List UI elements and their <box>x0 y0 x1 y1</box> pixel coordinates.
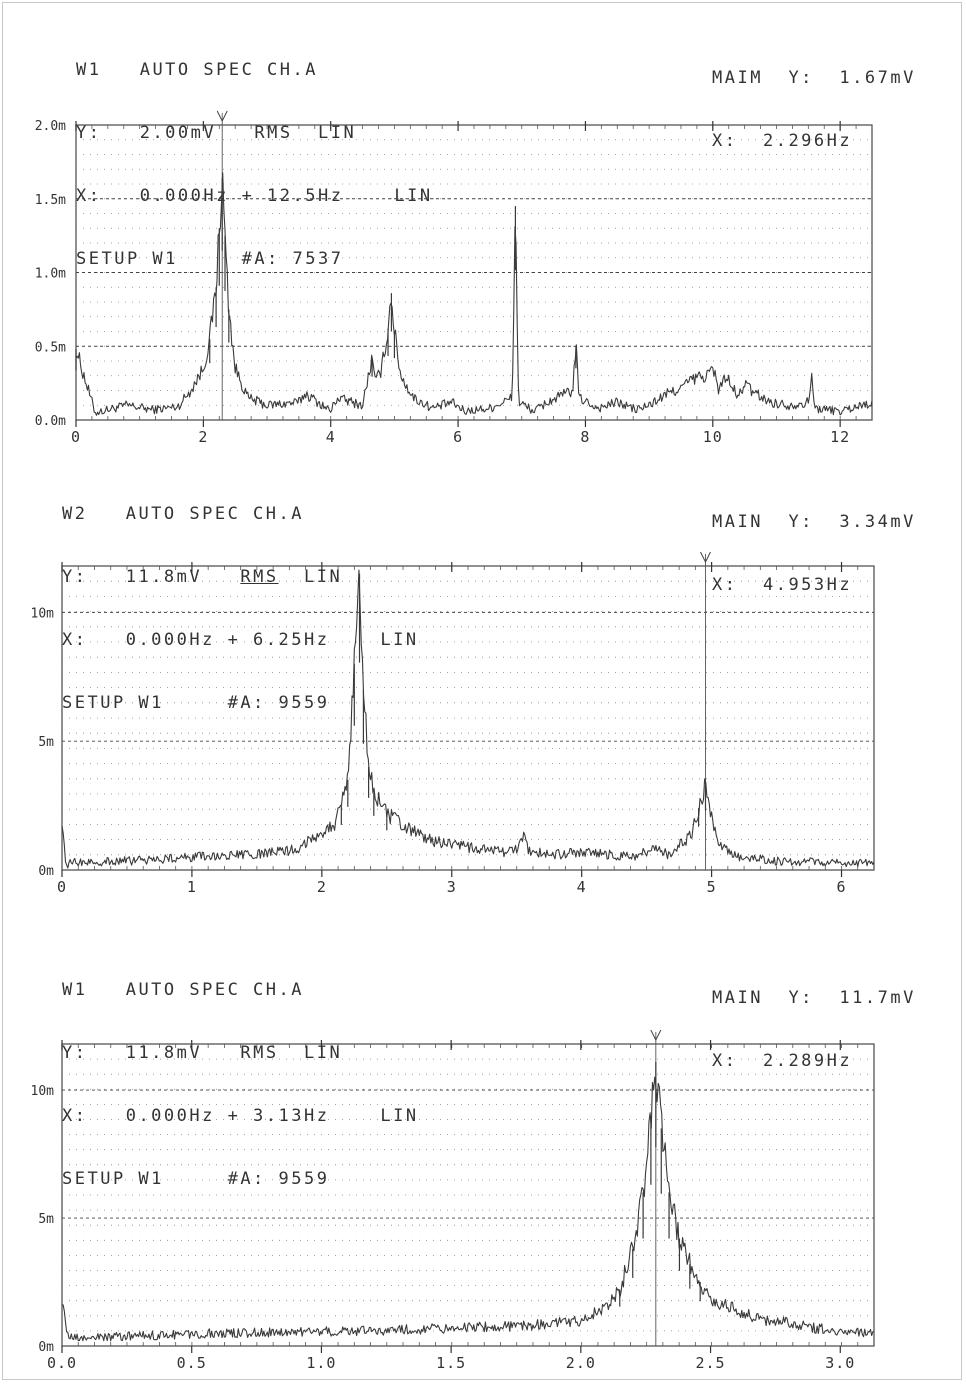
x-label: X: <box>76 186 102 206</box>
panel-3-header-left: W1 AUTO SPEC CH.A Y: 11.8mV RMS LIN X: 0… <box>62 938 419 1211</box>
y-tick-label: 0.5m <box>35 340 66 355</box>
x-tick-label: 4 <box>326 428 336 446</box>
average-count: #A: 9559 <box>227 1169 330 1189</box>
x-tick-label: 2 <box>317 878 327 896</box>
panel-2-header-left: W2 AUTO SPEC CH.A Y: 11.8mV RMS LIN X: 0… <box>62 462 419 735</box>
cursor-mode: MAIN <box>712 512 763 532</box>
y-lin-label: LIN <box>318 123 357 143</box>
panel-3-header-right: MAIN Y: 11.7mV X: 2.289Hz <box>712 946 916 1093</box>
window-id: W1 <box>62 980 88 1000</box>
setup-label: SETUP W1 <box>62 1169 164 1189</box>
x-lin-label: LIN <box>394 186 433 206</box>
x-tick-label: 1.0 <box>306 1354 336 1372</box>
cursor-y-value: 1.67mV <box>839 68 916 88</box>
x-tick-label: 1.5 <box>436 1354 466 1372</box>
cursor-x-value: 4.953Hz <box>762 575 853 595</box>
y-label: Y: <box>62 567 88 587</box>
rms-label: RMS <box>240 1043 279 1063</box>
window-id: W2 <box>62 504 88 524</box>
rms-label: RMS <box>240 567 279 587</box>
x-tick-label: 1 <box>187 878 197 896</box>
x-tick-label: 2.5 <box>696 1354 726 1372</box>
x-tick-label: 12 <box>830 428 850 446</box>
y-tick-label: 1.0m <box>35 267 66 282</box>
cursor-x-value: 2.289Hz <box>762 1051 853 1071</box>
y-tick-label: 0.0m <box>35 414 66 429</box>
cursor-x-value: 2.296Hz <box>762 131 853 151</box>
measurement-title: AUTO SPEC CH.A <box>139 60 318 80</box>
spectrum-trace <box>75 172 873 416</box>
spectrum-plot-2: 0m 5m 10m 0 1 2 3 4 5 6 <box>31 551 875 896</box>
cursor-x-label: X: <box>712 1051 738 1071</box>
y-lin-label: LIN <box>304 567 343 587</box>
cursor-y-label: Y: <box>788 512 814 532</box>
x-tick-label: 2 <box>198 428 208 446</box>
cursor-marker-icon <box>650 1029 662 1042</box>
x-span: 0.000Hz + 12.5Hz <box>139 186 344 206</box>
panel-1-header-left: W1 AUTO SPEC CH.A Y: 2.00mV RMS LIN X: 0… <box>76 18 433 291</box>
y-tick-label: 0m <box>38 864 54 879</box>
x-span: 0.000Hz + 6.25Hz <box>125 630 330 650</box>
cursor-marker-icon <box>700 551 711 564</box>
average-count: #A: 7537 <box>241 249 344 269</box>
cursor-y-label: Y: <box>788 988 814 1008</box>
x-tick-label: 0 <box>71 428 81 446</box>
window-id: W1 <box>76 60 102 80</box>
y-tick-label: 2.0m <box>35 119 66 134</box>
y-tick-label: 10m <box>31 1084 55 1099</box>
y-scale: 11.8mV <box>125 567 203 587</box>
y-tick-label: 5m <box>38 1212 54 1227</box>
setup-label: SETUP W1 <box>76 249 178 269</box>
cursor-y-label: Y: <box>788 68 814 88</box>
x-tick-label: 10 <box>703 428 723 446</box>
y-scale: 11.8mV <box>125 1043 203 1063</box>
cursor-y-value: 11.7mV <box>839 988 916 1008</box>
x-lin-label: LIN <box>380 1106 419 1126</box>
measurement-title: AUTO SPEC CH.A <box>125 504 304 524</box>
x-tick-label: 8 <box>580 428 590 446</box>
y-tick-label: 1.5m <box>35 193 66 208</box>
y-lin-label: LIN <box>304 1043 343 1063</box>
cursor-y-value: 3.34mV <box>839 512 916 532</box>
x-tick-label: 0 <box>57 878 67 896</box>
x-lin-label: LIN <box>380 630 419 650</box>
rms-label: RMS <box>254 123 293 143</box>
x-tick-label: 0.5 <box>177 1354 207 1372</box>
x-label: X: <box>62 1106 88 1126</box>
y-label: Y: <box>62 1043 88 1063</box>
spectrum-trace <box>61 1076 875 1342</box>
x-tick-label: 0.0 <box>47 1354 77 1372</box>
x-tick-label: 6 <box>837 878 847 896</box>
y-label: Y: <box>76 123 102 143</box>
average-count: #A: 9559 <box>227 693 330 713</box>
cursor-mode: MAIN <box>712 988 763 1008</box>
spectrum-plot-1: 0.0m 0.5m 1.0m 1.5m 2.0m 0 2 4 6 8 10 12 <box>35 110 873 446</box>
y-scale: 2.00mV <box>139 123 217 143</box>
x-tick-label: 2.0 <box>566 1354 596 1372</box>
setup-label: SETUP W1 <box>62 693 164 713</box>
cursor-x-label: X: <box>712 131 738 151</box>
cursor-marker-icon <box>216 110 228 123</box>
cursor-x-label: X: <box>712 575 738 595</box>
y-tick-label: 0m <box>38 1340 54 1355</box>
x-label: X: <box>62 630 88 650</box>
x-tick-label: 6 <box>453 428 463 446</box>
y-tick-label: 5m <box>38 735 54 750</box>
x-tick-label: 3 <box>447 878 457 896</box>
x-tick-label: 5 <box>707 878 717 896</box>
measurement-title: AUTO SPEC CH.A <box>125 980 304 1000</box>
panel-2-header-right: MAIN Y: 3.34mV X: 4.953Hz <box>712 470 916 617</box>
x-tick-label: 3.0 <box>825 1354 855 1372</box>
x-span: 0.000Hz + 3.13Hz <box>125 1106 330 1126</box>
panel-1-header-right: MAIM Y: 1.67mV X: 2.296Hz <box>712 26 916 173</box>
x-tick-label: 4 <box>577 878 587 896</box>
cursor-mode: MAIM <box>712 68 763 88</box>
spectrum-trace <box>61 569 875 869</box>
y-tick-label: 10m <box>31 606 55 621</box>
